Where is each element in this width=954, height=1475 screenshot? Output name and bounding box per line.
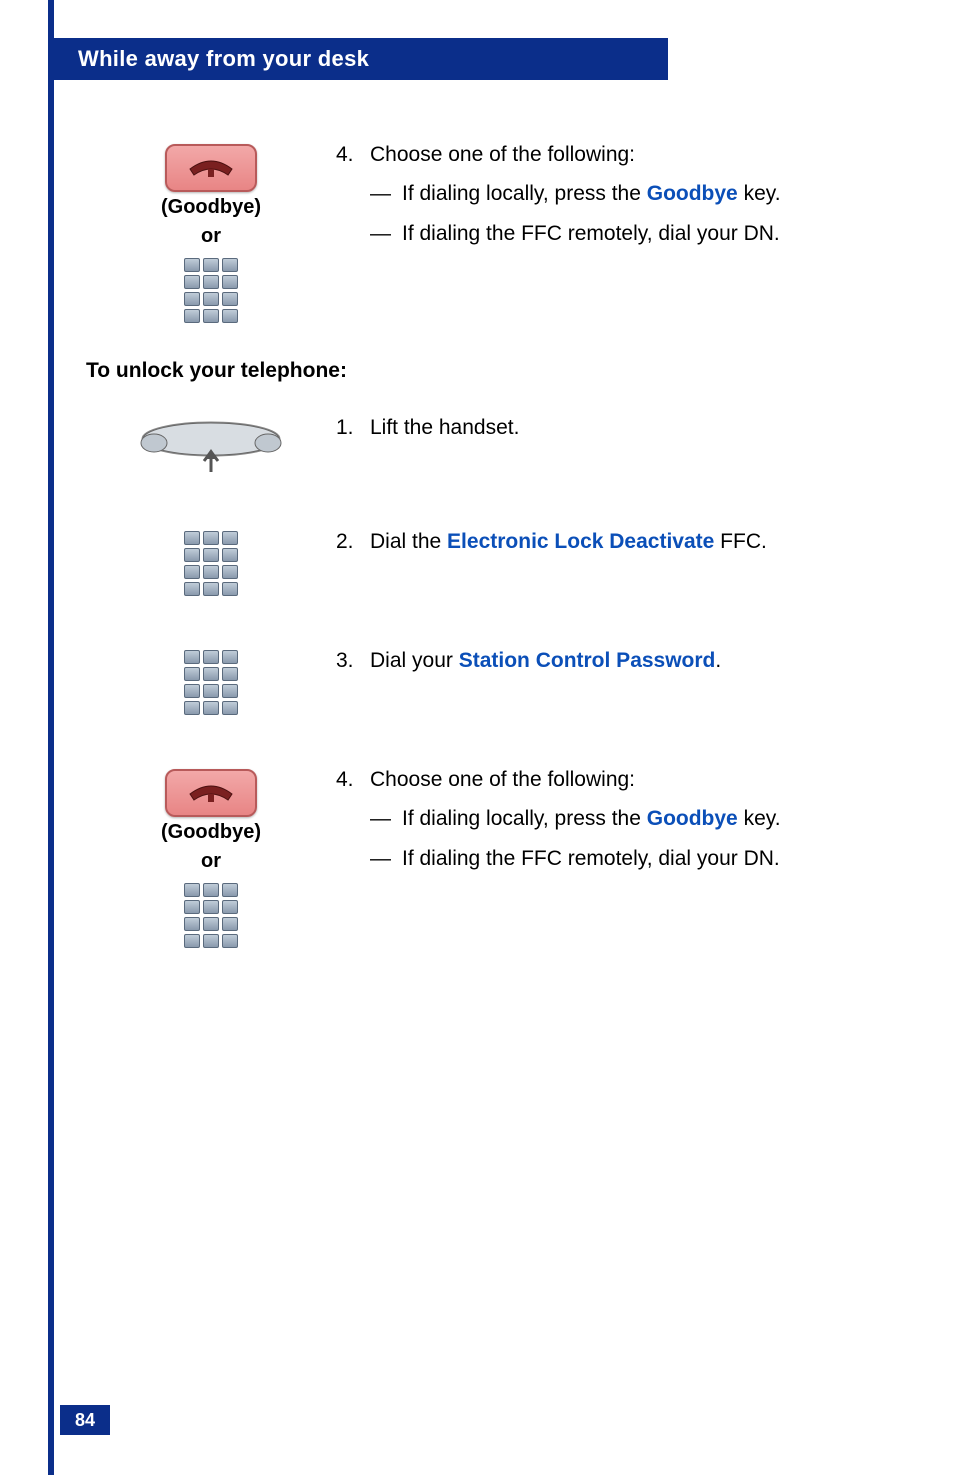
list-sub-item: — If dialing the FFC remotely, dial your… [336, 844, 914, 873]
step-number: 3. [336, 646, 370, 675]
goodbye-key-icon [165, 144, 257, 192]
step-number: 1. [336, 413, 370, 442]
unlock-step3-icon [86, 646, 336, 715]
step-number: 4. [336, 140, 370, 169]
side-strip [48, 0, 54, 1475]
list-sub-item: — If dialing locally, press the Goodbye … [336, 179, 914, 208]
keypad-icon [184, 258, 238, 323]
text-span: If dialing locally, press the [402, 182, 647, 205]
dash: — [370, 179, 402, 208]
goodbye-label: (Goodbye) [161, 196, 261, 219]
sub-text: If dialing locally, press the Goodbye ke… [402, 804, 781, 833]
text-span: Dial the [370, 530, 447, 553]
unlock-step3-row: 3. Dial your Station Control Password. [86, 646, 914, 715]
list-item: 1. Lift the handset. [336, 413, 914, 442]
station-control-password-keyword: Station Control Password [459, 649, 716, 672]
sub-text: If dialing locally, press the Goodbye ke… [402, 179, 781, 208]
unlock-heading: To unlock your telephone: [86, 359, 914, 383]
goodbye-key-icon [165, 769, 257, 817]
page-number: 84 [60, 1405, 110, 1435]
goodbye-label: (Goodbye) [161, 821, 261, 844]
keypad-icon [184, 650, 238, 715]
unlock-step4-row: (Goodbye) or 4. Choose one of the follow… [86, 765, 914, 948]
electronic-lock-deactivate-keyword: Electronic Lock Deactivate [447, 530, 714, 553]
text-span: key. [738, 807, 781, 830]
text-span: key. [738, 182, 781, 205]
header-title: While away from your desk [78, 46, 369, 72]
lift-handset-icon [136, 417, 286, 477]
step-number: 4. [336, 765, 370, 794]
list-item: 2. Dial the Electronic Lock Deactivate F… [336, 527, 914, 556]
step4-lock-row: (Goodbye) or 4. Choose one of the follow… [86, 140, 914, 323]
list-item: 4. Choose one of the following: [336, 140, 914, 169]
content-area: (Goodbye) or 4. Choose one of the follow… [86, 140, 914, 984]
list-sub-item: — If dialing the FFC remotely, dial your… [336, 219, 914, 248]
step-number: 2. [336, 527, 370, 556]
text-span: If dialing locally, press the [402, 807, 647, 830]
unlock-step4-icons: (Goodbye) or [86, 765, 336, 948]
unlock-step2-icon [86, 527, 336, 596]
or-label: or [201, 225, 221, 248]
handset-down-icon [186, 155, 236, 181]
or-label: or [201, 850, 221, 873]
goodbye-keyword: Goodbye [647, 182, 738, 205]
list-item: 4. Choose one of the following: [336, 765, 914, 794]
dash: — [370, 219, 402, 248]
step4-lock-text: 4. Choose one of the following: — If dia… [336, 140, 914, 323]
step-text: Dial the Electronic Lock Deactivate FFC. [370, 527, 767, 556]
step-text: Choose one of the following: [370, 765, 635, 794]
unlock-step1-icon [86, 413, 336, 477]
step4-lock-icons: (Goodbye) or [86, 140, 336, 323]
text-span: FFC. [714, 530, 767, 553]
unlock-step4-text: 4. Choose one of the following: — If dia… [336, 765, 914, 948]
page: While away from your desk (Goodbye) or [0, 0, 954, 1475]
keypad-icon [184, 531, 238, 596]
step-text: Dial your Station Control Password. [370, 646, 721, 675]
keypad-icon [184, 883, 238, 948]
list-sub-item: — If dialing locally, press the Goodbye … [336, 804, 914, 833]
step-text: Choose one of the following: [370, 140, 635, 169]
sub-text: If dialing the FFC remotely, dial your D… [402, 844, 780, 873]
goodbye-keyword: Goodbye [647, 807, 738, 830]
list-item: 3. Dial your Station Control Password. [336, 646, 914, 675]
text-span: . [715, 649, 721, 672]
text-span: Dial your [370, 649, 459, 672]
unlock-step3-text: 3. Dial your Station Control Password. [336, 646, 914, 715]
unlock-step1-row: 1. Lift the handset. [86, 413, 914, 477]
unlock-step2-text: 2. Dial the Electronic Lock Deactivate F… [336, 527, 914, 596]
dash: — [370, 844, 402, 873]
sub-text: If dialing the FFC remotely, dial your D… [402, 219, 780, 248]
handset-down-icon [186, 780, 236, 806]
step-text: Lift the handset. [370, 413, 519, 442]
dash: — [370, 804, 402, 833]
header-bar: While away from your desk [48, 38, 668, 80]
unlock-step2-row: 2. Dial the Electronic Lock Deactivate F… [86, 527, 914, 596]
unlock-step1-text: 1. Lift the handset. [336, 413, 914, 477]
